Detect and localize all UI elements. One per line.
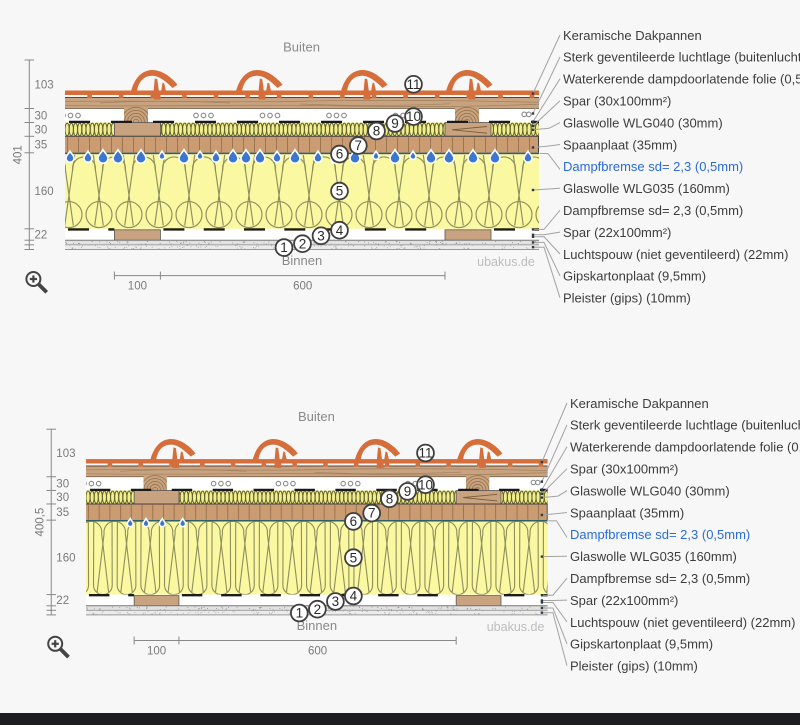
svg-text:8: 8 bbox=[386, 491, 394, 506]
svg-text:3: 3 bbox=[332, 594, 340, 609]
svg-text:30: 30 bbox=[35, 111, 48, 123]
svg-text:160: 160 bbox=[35, 186, 54, 198]
svg-text:Binnen: Binnen bbox=[297, 618, 337, 633]
svg-text:Pleister (gips) (10mm): Pleister (gips) (10mm) bbox=[570, 659, 698, 674]
svg-text:Spaanplaat (35mm): Spaanplaat (35mm) bbox=[570, 505, 684, 520]
svg-text:Dampfbremse sd= 2,3 (0,5mm): Dampfbremse sd= 2,3 (0,5mm) bbox=[570, 571, 750, 586]
svg-text:160: 160 bbox=[56, 552, 75, 564]
svg-text:2: 2 bbox=[314, 602, 322, 617]
svg-text:103: 103 bbox=[56, 448, 75, 460]
svg-text:401: 401 bbox=[13, 145, 25, 164]
svg-text:100: 100 bbox=[128, 281, 147, 293]
svg-text:5: 5 bbox=[336, 184, 344, 199]
svg-text:22: 22 bbox=[56, 595, 69, 607]
svg-text:Waterkerende dampdoorlatende f: Waterkerende dampdoorlatende folie (0,5m… bbox=[563, 72, 800, 87]
svg-text:103: 103 bbox=[35, 79, 54, 91]
svg-text:10: 10 bbox=[406, 109, 421, 124]
svg-text:Buiten: Buiten bbox=[283, 40, 320, 55]
svg-text:Glaswolle WLG035 (160mm): Glaswolle WLG035 (160mm) bbox=[570, 549, 737, 564]
svg-text:Glaswolle WLG040 (30mm): Glaswolle WLG040 (30mm) bbox=[563, 115, 723, 130]
svg-text:9: 9 bbox=[404, 484, 412, 499]
svg-text:9: 9 bbox=[391, 116, 399, 131]
svg-text:7: 7 bbox=[368, 506, 376, 521]
svg-text:Binnen: Binnen bbox=[282, 253, 322, 268]
svg-text:Keramische Dakpannen: Keramische Dakpannen bbox=[570, 396, 709, 411]
svg-text:2: 2 bbox=[299, 236, 307, 251]
svg-text:35: 35 bbox=[35, 140, 48, 152]
svg-text:Luchtspouw (niet geventileerd): Luchtspouw (niet geventileerd) (22mm) bbox=[570, 615, 795, 630]
svg-text:1: 1 bbox=[280, 240, 288, 255]
svg-text:Pleister (gips) (10mm): Pleister (gips) (10mm) bbox=[563, 291, 691, 306]
svg-text:4: 4 bbox=[350, 589, 358, 604]
svg-text:Gipskartonplaat (9,5mm): Gipskartonplaat (9,5mm) bbox=[563, 269, 706, 284]
svg-text:Buiten: Buiten bbox=[298, 409, 335, 424]
svg-text:600: 600 bbox=[308, 645, 327, 657]
svg-text:30: 30 bbox=[35, 124, 48, 136]
svg-text:11: 11 bbox=[406, 77, 420, 92]
svg-text:30: 30 bbox=[56, 479, 69, 491]
svg-text:7: 7 bbox=[355, 138, 363, 153]
svg-text:ubakus.de: ubakus.de bbox=[487, 620, 545, 634]
svg-text:5: 5 bbox=[350, 550, 358, 565]
svg-text:11: 11 bbox=[418, 446, 432, 461]
svg-text:Keramische Dakpannen: Keramische Dakpannen bbox=[563, 28, 702, 43]
svg-text:Glaswolle WLG040 (30mm): Glaswolle WLG040 (30mm) bbox=[570, 483, 730, 498]
svg-text:30: 30 bbox=[56, 492, 69, 504]
svg-text:22: 22 bbox=[35, 230, 48, 242]
svg-text:Dampfbremse sd= 2,3 (0,5mm): Dampfbremse sd= 2,3 (0,5mm) bbox=[563, 159, 743, 174]
svg-text:Spar (30x100mm²): Spar (30x100mm²) bbox=[570, 462, 678, 477]
svg-text:Dampfbremse sd= 2,3 (0,5mm): Dampfbremse sd= 2,3 (0,5mm) bbox=[563, 203, 743, 218]
svg-text:6: 6 bbox=[350, 514, 358, 529]
svg-text:Glaswolle WLG035 (160mm): Glaswolle WLG035 (160mm) bbox=[563, 181, 730, 196]
svg-text:100: 100 bbox=[147, 645, 166, 657]
svg-text:1: 1 bbox=[296, 606, 304, 621]
svg-text:Spaanplaat (35mm): Spaanplaat (35mm) bbox=[563, 137, 677, 152]
svg-text:Spar (22x100mm²): Spar (22x100mm²) bbox=[563, 225, 671, 240]
svg-text:4: 4 bbox=[336, 223, 344, 238]
svg-text:Sterk geventileerde luchtlage: Sterk geventileerde luchtlage (buitenluc… bbox=[563, 50, 800, 65]
svg-text:3: 3 bbox=[317, 228, 325, 243]
svg-text:Spar (22x100mm²): Spar (22x100mm²) bbox=[570, 593, 678, 608]
svg-text:Waterkerende dampdoorlatende f: Waterkerende dampdoorlatende folie (0,5m… bbox=[570, 440, 800, 455]
svg-text:8: 8 bbox=[373, 124, 381, 139]
svg-text:Gipskartonplaat (9,5mm): Gipskartonplaat (9,5mm) bbox=[570, 637, 713, 652]
svg-text:600: 600 bbox=[293, 281, 312, 293]
svg-text:Sterk geventileerde luchtlage: Sterk geventileerde luchtlage (buitenluc… bbox=[570, 418, 800, 433]
svg-text:ubakus.de: ubakus.de bbox=[477, 255, 535, 269]
svg-text:6: 6 bbox=[336, 147, 344, 162]
svg-text:35: 35 bbox=[56, 507, 69, 519]
svg-text:Luchtspouw (niet geventileerd): Luchtspouw (niet geventileerd) (22mm) bbox=[563, 247, 788, 262]
svg-text:400,5: 400,5 bbox=[35, 508, 47, 537]
svg-text:Spar (30x100mm²): Spar (30x100mm²) bbox=[563, 94, 671, 109]
svg-text:10: 10 bbox=[418, 477, 433, 492]
svg-text:Dampfbremse sd= 2,3 (0,5mm): Dampfbremse sd= 2,3 (0,5mm) bbox=[570, 527, 750, 542]
